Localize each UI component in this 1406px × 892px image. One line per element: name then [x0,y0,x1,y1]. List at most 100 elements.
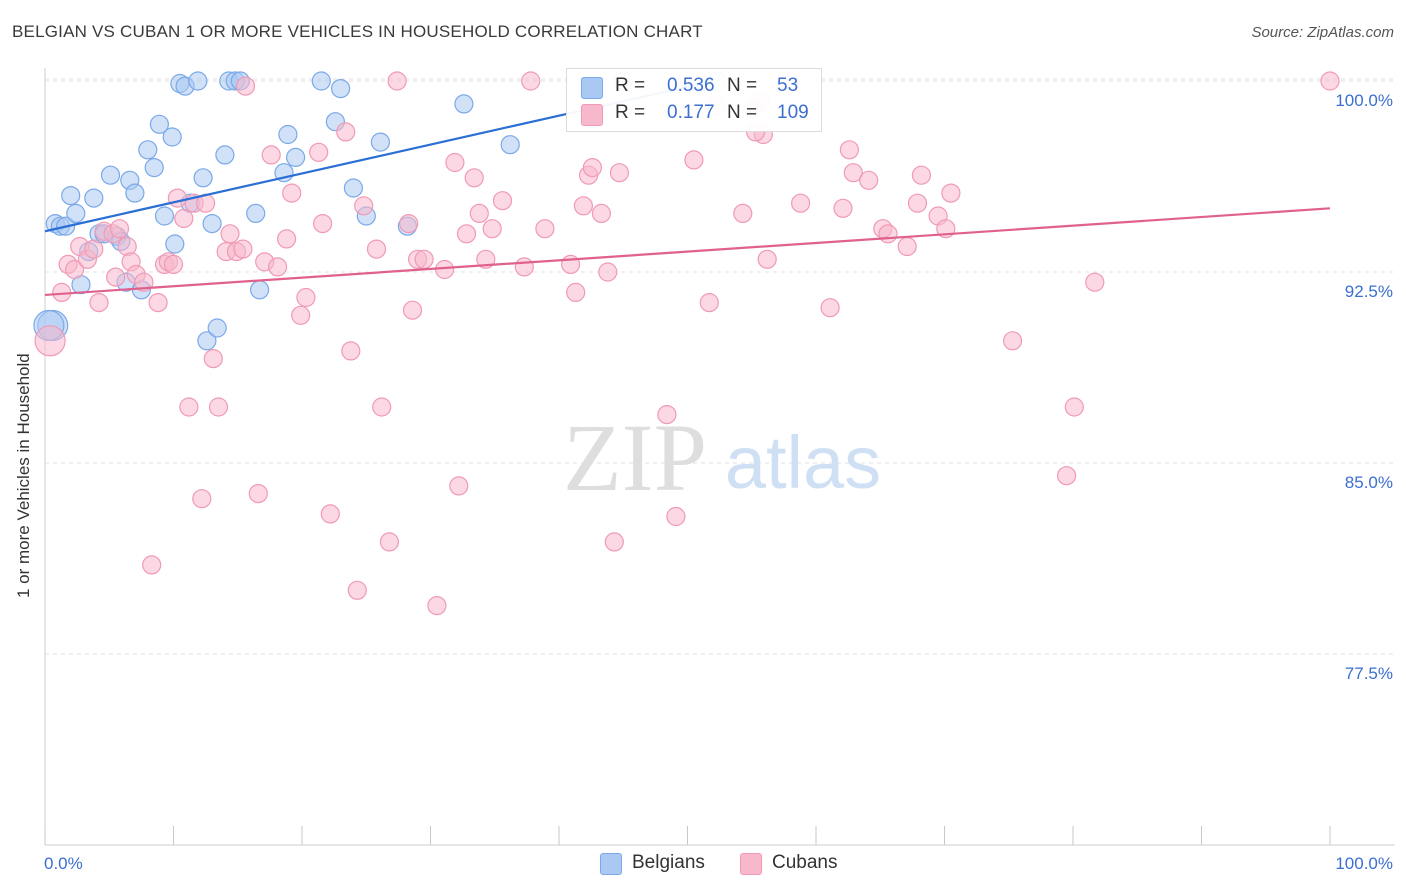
belgian-point [66,203,86,223]
cuban-point [167,188,187,208]
bottom-legend-label-belgians: Belgians [632,852,705,873]
watermark-zip: ZIP [563,404,707,511]
cuban-point [163,254,184,274]
cuban-point [220,224,240,244]
cuban-point [179,397,199,417]
data-points [33,71,1340,616]
cuban-point [372,397,392,417]
belgian-point [500,135,520,155]
legend-swatch-cubans [581,104,603,126]
cuban-point [248,484,268,504]
belgian-point [278,124,298,145]
cuban-point [309,142,329,162]
cuban-point [820,298,840,318]
x-tick-label-max: 100.0% [1335,854,1393,873]
watermark-atlas: atlas [725,421,881,504]
cuban-point [268,257,288,277]
cuban-point [839,140,860,160]
source-label: Source: ZipAtlas.com [1251,24,1394,41]
cuban-point [427,595,447,616]
legend-r-value: 0.536 [667,75,715,96]
cuban-point [591,203,612,223]
cuban-point [859,170,879,190]
cuban-point [347,580,367,600]
cuban-point [843,163,863,183]
cuban-point [445,152,465,173]
cuban-point [566,282,586,302]
cuban-point [733,203,753,223]
series-cubans [34,71,1340,616]
cuban-point [106,267,126,287]
belgian-point [138,140,158,160]
watermark: ZIP atlas [563,404,881,511]
cuban-point [757,249,777,269]
belgian-point [84,188,104,208]
y-axis-title: 1 or more Vehicles in Household [14,353,33,598]
belgian-point [197,331,217,351]
cuban-point [320,504,340,524]
belgian-point [202,214,222,234]
belgian-point [370,132,390,152]
belgian-point [149,114,169,134]
cuban-point [109,219,130,239]
legend-n-label: N = [727,75,758,96]
legend-r-label: R = [615,102,646,123]
cuban-point [609,163,630,183]
cuban-point [657,405,677,425]
cuban-point [897,236,917,257]
stats-legend: R = 0.536 N = 53 R = 0.177 N = 109 [566,68,822,132]
cuban-point [878,224,898,244]
cuban-point [1320,71,1340,91]
axes [44,68,1395,846]
cuban-point [142,555,162,575]
belgian-point [343,178,363,198]
cuban-point [666,506,686,527]
belgian-point [193,168,213,188]
cuban-point [134,272,154,292]
cuban-point [379,532,399,552]
cuban-point [941,183,961,203]
cuban-point [482,219,502,239]
y-tick-label: 85.0% [1345,473,1393,492]
cuban-point [313,214,333,234]
cuban-point [233,239,253,259]
cuban-point [573,196,594,216]
cuban-point [833,198,853,218]
cuban-point [684,150,704,170]
cuban-point [387,71,407,91]
cuban-point [414,249,434,269]
cuban-point [907,193,928,213]
cuban-point [469,203,489,223]
cuban-point [492,191,513,211]
belgian-point [207,318,227,338]
bottom-legend-label-cubans: Cubans [772,852,838,873]
legend-r-label: R = [615,75,646,96]
belgian-point [331,78,351,99]
cuban-point [84,239,104,259]
cuban-point [911,165,932,185]
cuban-point [366,239,387,259]
belgian-point [61,186,81,206]
cuban-point [354,196,374,216]
cuban-point [192,489,212,509]
cuban-point [336,122,356,142]
cuban-point [34,325,66,357]
cuban-point [89,293,109,313]
belgian-point [286,147,306,167]
cuban-point [790,193,811,213]
y-tick-label: 92.5% [1345,282,1393,301]
cuban-point [598,262,618,282]
cuban-point [699,293,719,313]
cuban-point [203,349,223,369]
cuban-point [582,158,603,178]
belgian-point [154,206,175,226]
belgian-point [454,94,474,114]
cuban-point [1002,331,1023,351]
cuban-point [291,305,311,325]
cuban-point [64,259,85,280]
cuban-point [456,224,477,244]
tick-labels: 77.5% 85.0% 92.5% 100.0% 0.0% 100.0% [44,91,1393,873]
cuban-point [235,76,256,96]
legend-swatch-belgians [581,77,603,99]
